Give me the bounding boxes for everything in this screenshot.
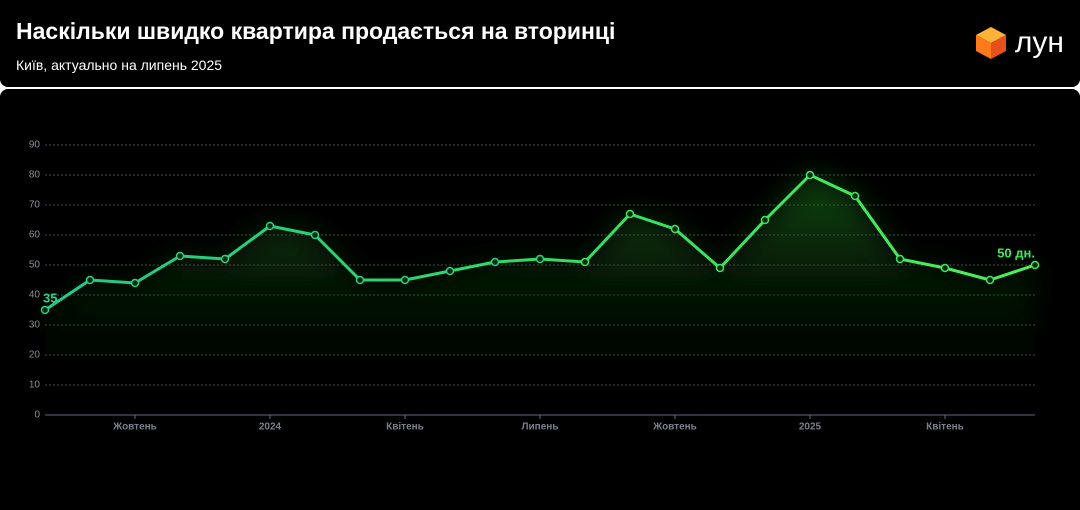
point	[1030, 260, 1040, 270]
point	[535, 254, 545, 264]
x-tick-label: Жовтень	[652, 422, 697, 433]
header: Наскільки швидко квартира продається на …	[0, 0, 1080, 87]
data-label: 35	[43, 290, 57, 305]
y-tick-label: 80	[29, 170, 41, 181]
y-tick-label: 0	[34, 410, 40, 421]
point	[490, 257, 500, 267]
x-tick-label: Квітень	[926, 422, 964, 433]
point	[445, 266, 455, 276]
x-tick-label: 2025	[799, 422, 822, 433]
x-tick-label: Липень	[522, 422, 559, 433]
point	[40, 305, 50, 315]
subtitle: Київ, актуально на липень 2025	[16, 57, 223, 73]
point	[760, 215, 770, 225]
point	[220, 254, 230, 264]
x-tick-label: Жовтень	[112, 422, 157, 433]
y-tick-label: 20	[29, 350, 41, 361]
point	[715, 263, 725, 273]
point	[355, 275, 365, 285]
point	[580, 257, 590, 267]
glow-area	[45, 175, 1035, 415]
point	[805, 170, 815, 180]
y-tick-label: 70	[29, 200, 41, 211]
logo-text: лун	[1014, 26, 1064, 59]
point	[625, 209, 635, 219]
logo-icon	[975, 27, 1006, 59]
point	[400, 275, 410, 285]
point	[310, 230, 320, 240]
data-label: 50 дн.	[997, 245, 1035, 260]
point	[670, 224, 680, 234]
title: Наскільки швидко квартира продається на …	[16, 18, 616, 44]
point	[940, 263, 950, 273]
y-tick-label: 30	[29, 320, 41, 331]
point	[175, 251, 185, 261]
x-tick-label: 2024	[259, 422, 282, 433]
x-tick-label: Квітень	[386, 422, 424, 433]
point	[895, 254, 905, 264]
logo: лун	[975, 26, 1064, 60]
y-tick-label: 60	[29, 230, 41, 241]
point	[85, 275, 95, 285]
y-tick-label: 50	[29, 260, 41, 271]
y-tick-label: 40	[29, 290, 41, 301]
point	[130, 278, 140, 288]
point	[985, 275, 995, 285]
y-tick-label: 90	[29, 140, 41, 151]
point	[850, 191, 860, 201]
point	[265, 221, 275, 231]
y-tick-label: 10	[29, 380, 41, 391]
